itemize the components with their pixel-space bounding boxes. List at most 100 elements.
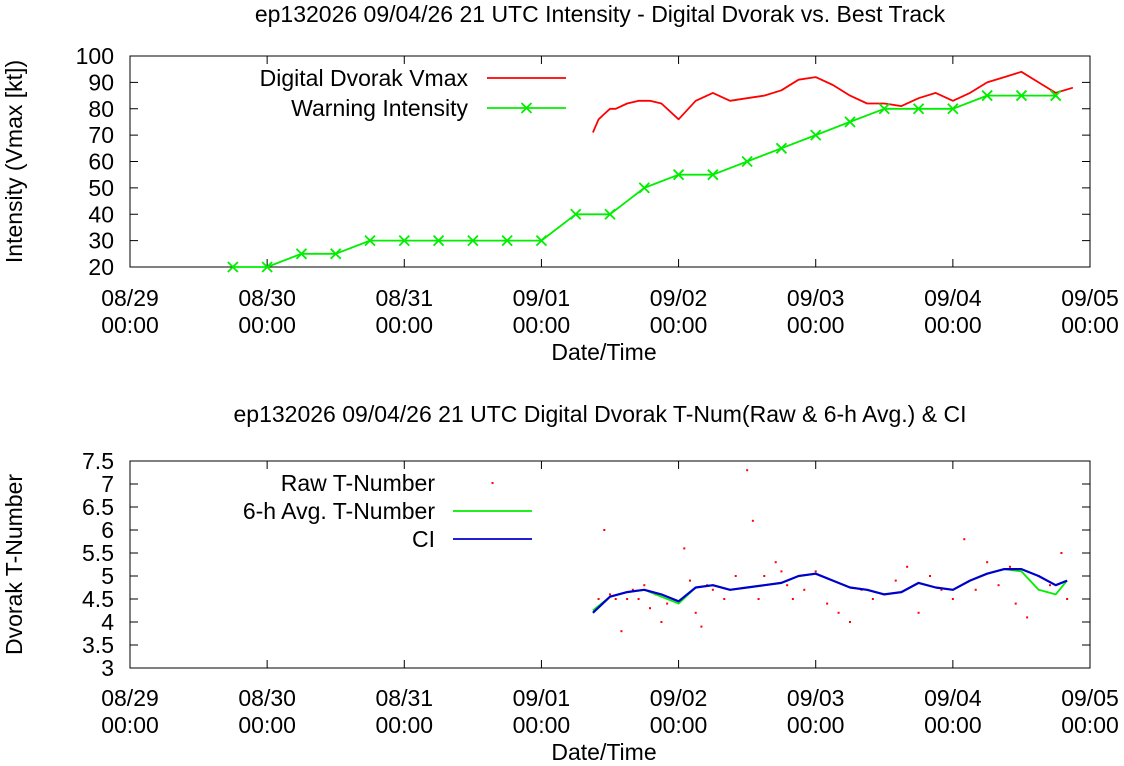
tnumber-panel: ep132026 09/04/26 21 UTC Digital Dvorak …	[1, 401, 1119, 765]
x-tick-date: 09/02	[650, 685, 708, 711]
warning-intensity-point	[604, 208, 616, 220]
x-tick-time: 00:00	[1061, 312, 1119, 338]
legend-label: CI	[412, 526, 435, 552]
raw-t-number-point	[603, 529, 606, 531]
raw-t-number-point	[626, 598, 629, 600]
raw-t-number-point	[826, 602, 829, 605]
y-tick-label: 6.5	[82, 494, 114, 520]
raw-t-number-point	[917, 611, 920, 614]
legend-label: Raw T-Number	[281, 470, 436, 496]
x-tick-time: 00:00	[787, 712, 845, 738]
chart-title: ep132026 09/04/26 21 UTC Intensity - Dig…	[255, 1, 946, 27]
warning-intensity-point	[707, 169, 719, 181]
warning-intensity-line	[232, 94, 1056, 268]
raw-t-number-point	[689, 579, 691, 582]
raw-t-number-point	[963, 538, 966, 541]
warning-intensity-point	[535, 234, 548, 247]
legend-marker	[520, 102, 533, 114]
x-tick-date: 09/05	[1061, 685, 1119, 711]
x-tick-time: 00:00	[513, 712, 571, 738]
legend-label: Warning Intensity	[291, 95, 468, 121]
raw-t-number-point	[746, 469, 749, 472]
chart-title: ep132026 09/04/26 21 UTC Digital Dvorak …	[234, 401, 967, 427]
warning-intensity-point	[1050, 89, 1062, 102]
warning-intensity-point	[638, 182, 650, 194]
x-tick-time: 00:00	[787, 312, 845, 338]
warning-intensity-point	[775, 142, 788, 154]
x-axis-label: Date/Time	[551, 739, 656, 765]
x-axis-label: Date/Time	[551, 339, 656, 365]
x-tick-time: 00:00	[650, 312, 708, 338]
raw-t-number-point	[814, 570, 817, 573]
warning-intensity-point	[261, 261, 273, 273]
raw-t-number-point	[700, 625, 703, 628]
raw-t-number-point	[786, 584, 789, 587]
y-tick-label: 4	[101, 609, 114, 635]
raw-t-number-point	[757, 598, 760, 600]
y-tick-label: 5.5	[82, 540, 114, 566]
warning-intensity-point	[432, 234, 445, 247]
raw-t-number-point	[763, 575, 766, 577]
raw-t-number-point	[906, 565, 909, 568]
raw-t-number-point	[666, 602, 669, 605]
warning-intensity-point	[947, 103, 959, 115]
legend-label: 6-h Avg. T-Number	[243, 498, 436, 524]
warning-intensity-point	[364, 234, 376, 247]
y-tick-label: 100	[76, 43, 114, 69]
y-tick-label: 80	[88, 96, 114, 122]
warning-intensity-point	[467, 234, 479, 247]
raw-t-number-point	[871, 598, 874, 600]
x-tick-time: 00:00	[238, 312, 296, 338]
raw-t-number-point	[929, 575, 931, 577]
x-tick-time: 00:00	[376, 712, 434, 738]
warning-intensity-point	[912, 103, 925, 115]
raw-t-number-point	[1066, 598, 1069, 600]
raw-t-number-point	[780, 570, 783, 573]
x-tick-time: 00:00	[1061, 712, 1119, 738]
x-tick-date: 08/29	[101, 285, 159, 311]
y-tick-label: 20	[88, 254, 114, 280]
legend-swatch	[491, 482, 494, 484]
raw-t-number-point	[694, 611, 697, 614]
y-tick-label: 50	[88, 175, 114, 201]
raw-t-number-point	[637, 598, 640, 600]
raw-t-number-point	[1026, 616, 1029, 619]
raw-t-number-point	[974, 588, 977, 591]
raw-t-number-point	[620, 630, 623, 633]
warning-intensity-point	[672, 169, 685, 181]
digital-dvorak-vmax-line	[592, 70, 1074, 133]
warning-intensity-point	[810, 129, 822, 141]
raw-t-number-point	[837, 611, 840, 614]
raw-t-number-point	[791, 598, 794, 600]
ci-line	[592, 567, 1068, 614]
x-tick-time: 00:00	[924, 312, 982, 338]
x-tick-date: 08/30	[238, 685, 296, 711]
y-tick-label: 60	[88, 149, 114, 175]
y-tick-label: 30	[88, 228, 114, 254]
x-tick-date: 09/01	[513, 685, 571, 711]
raw-t-number-point	[597, 598, 600, 600]
raw-t-number-point	[986, 561, 989, 564]
warning-intensity-point	[330, 248, 342, 260]
raw-t-number-point	[803, 588, 806, 591]
y-tick-label: 3	[101, 655, 114, 681]
raw-t-number-point	[631, 588, 634, 591]
raw-t-number-point	[1009, 565, 1011, 568]
y-tick-label: 70	[88, 122, 114, 148]
x-tick-date: 08/30	[238, 285, 296, 311]
y-tick-label: 7	[101, 471, 114, 497]
raw-t-number-point	[940, 588, 943, 591]
warning-intensity-point	[295, 248, 308, 260]
plot-frame	[129, 460, 1091, 669]
y-tick-label: 3.5	[82, 632, 114, 658]
raw-t-number-point	[894, 579, 897, 582]
raw-t-number-point	[849, 621, 851, 623]
raw-t-number-point	[774, 561, 777, 564]
raw-t-number-point	[660, 621, 663, 623]
x-tick-time: 00:00	[924, 712, 982, 738]
x-tick-date: 09/04	[924, 285, 982, 311]
y-tick-label: 7.5	[82, 448, 114, 474]
warning-intensity-point	[844, 116, 856, 128]
raw-t-number-point	[951, 598, 954, 600]
